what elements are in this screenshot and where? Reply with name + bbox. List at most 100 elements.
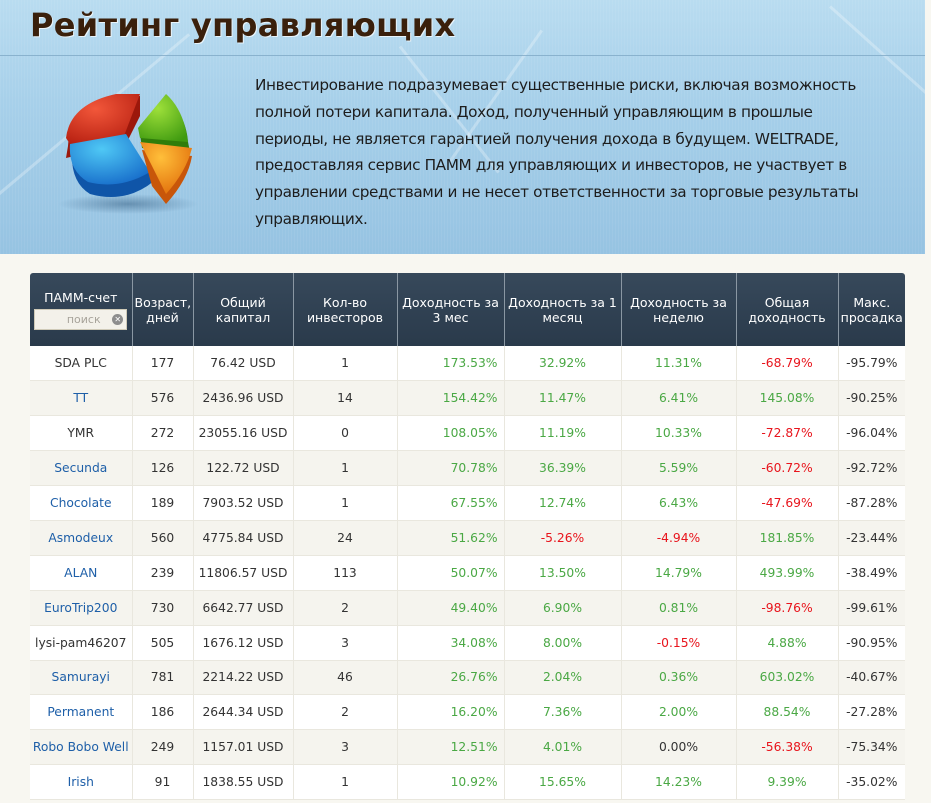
return-week-cell: 14.79%	[620, 555, 736, 591]
age-cell: 272	[131, 415, 193, 452]
investors-cell: 113	[292, 555, 397, 591]
table-row: Asmodeux 560 4775.84 USD 24 51.62% -5.26…	[30, 520, 905, 556]
account-name-cell: Samurayi	[30, 660, 132, 696]
investors-cell: 46	[292, 660, 397, 696]
account-name-link[interactable]: Chocolate	[49, 496, 112, 510]
account-name-cell: SDA PLC	[30, 346, 132, 382]
table-row: Permanent 186 2644.34 USD 2 16.20% 7.36%…	[30, 694, 905, 731]
investors-cell: 14	[292, 380, 397, 417]
return-week-cell: 10.33%	[620, 415, 736, 452]
table-row: Robo Bobo Well 249 1157.01 USD 3 12.51% …	[30, 729, 905, 766]
total-return-cell: 4.88%	[735, 625, 838, 661]
account-name-link[interactable]: EuroTrip200	[44, 600, 118, 615]
age-cell: 189	[131, 485, 193, 521]
account-name-link[interactable]: ALAN	[64, 565, 98, 580]
total-return-cell: 603.02%	[735, 660, 838, 696]
table-row: Samurayi 781 2214.22 USD 46 26.76% 2.04%…	[30, 660, 905, 696]
investors-cell: 2	[292, 590, 397, 626]
account-name-link[interactable]: Asmodeux	[48, 530, 114, 545]
return-1m-cell: -5.26%	[503, 520, 621, 556]
return-3m-cell: 70.78%	[396, 450, 504, 487]
column-header-investors[interactable]: Кол-во инвесторов	[292, 273, 397, 346]
return-week-cell: 11.31%	[620, 346, 736, 382]
capital-cell: 4775.84 USD	[192, 520, 293, 556]
table-row: lysi-pam46207 505 1676.12 USD 3 34.08% 8…	[30, 625, 905, 661]
max-drawdown-cell: -90.25%	[837, 380, 905, 417]
capital-cell: 122.72 USD	[192, 450, 293, 487]
capital-cell: 6642.77 USD	[192, 590, 293, 626]
return-1m-cell: 36.39%	[503, 450, 621, 487]
return-1m-cell: 7.36%	[503, 694, 621, 731]
investors-cell: 1	[292, 450, 397, 487]
managers-rating-table: ПАММ-счет ✕ Возраст, дней Общий капитал …	[30, 273, 905, 801]
account-name-cell: ALAN	[30, 555, 132, 591]
max-drawdown-cell: -87.28%	[837, 485, 905, 521]
column-header-max-drawdown[interactable]: Макс. просадка	[837, 273, 905, 346]
return-week-cell: 6.41%	[620, 380, 736, 417]
age-cell: 576	[131, 380, 193, 417]
max-drawdown-cell: -96.04%	[837, 415, 905, 452]
return-3m-cell: 173.53%	[396, 346, 504, 382]
account-name-link[interactable]: Samurayi	[51, 670, 110, 685]
column-header-return-3m[interactable]: Доходность за 3 мес	[396, 273, 504, 346]
age-cell: 239	[131, 555, 193, 591]
return-1m-cell: 11.19%	[503, 415, 621, 452]
table-row: SDA PLC 177 76.42 USD 1 173.53% 32.92% 1…	[30, 346, 905, 382]
column-header-return-1m[interactable]: Доходность за 1 месяц	[503, 273, 621, 346]
column-header-label: ПАММ-счет	[44, 289, 118, 305]
risk-disclaimer: Инвестирование подразумевает существенны…	[255, 76, 859, 228]
account-search[interactable]: ✕	[34, 308, 128, 330]
account-name-link[interactable]: TT	[73, 391, 89, 406]
column-header-capital[interactable]: Общий капитал	[192, 273, 293, 346]
return-week-cell: -4.94%	[620, 520, 736, 556]
account-name-cell: Irish	[30, 764, 132, 801]
max-drawdown-cell: -38.49%	[837, 555, 905, 591]
return-3m-cell: 10.92%	[396, 764, 504, 801]
return-3m-cell: 12.51%	[396, 729, 504, 766]
column-header-return-week[interactable]: Доходность за неделю	[620, 273, 736, 346]
account-name-link[interactable]: Permanent	[47, 705, 115, 720]
table-row: ALAN 239 11806.57 USD 113 50.07% 13.50% …	[30, 555, 905, 591]
capital-cell: 1157.01 USD	[192, 729, 293, 766]
age-cell: 781	[131, 660, 193, 696]
clear-search-icon[interactable]: ✕	[112, 313, 124, 325]
age-cell: 505	[131, 625, 193, 661]
table-row: TT 576 2436.96 USD 14 154.42% 11.47% 6.4…	[30, 380, 905, 417]
max-drawdown-cell: -27.28%	[837, 694, 905, 731]
age-cell: 177	[131, 346, 193, 382]
account-name-link[interactable]: Robo Bobo Well	[32, 740, 129, 755]
return-1m-cell: 4.01%	[503, 729, 621, 766]
age-cell: 249	[131, 729, 193, 766]
column-header-account[interactable]: ПАММ-счет ✕	[30, 273, 132, 346]
capital-cell: 1838.55 USD	[192, 764, 293, 801]
max-drawdown-cell: -23.44%	[837, 520, 905, 556]
account-name: SDA PLC	[54, 356, 107, 371]
table-row: EuroTrip200 730 6642.77 USD 2 49.40% 6.9…	[30, 590, 905, 626]
account-name-cell: lysi-pam46207	[30, 625, 132, 661]
return-3m-cell: 34.08%	[396, 625, 504, 661]
account-name-link[interactable]: Irish	[67, 775, 94, 790]
return-3m-cell: 51.62%	[396, 520, 504, 556]
age-cell: 126	[131, 450, 193, 487]
max-drawdown-cell: -90.95%	[837, 625, 905, 661]
capital-cell: 76.42 USD	[192, 346, 293, 382]
total-return-cell: -47.69%	[735, 485, 838, 521]
capital-cell: 2644.34 USD	[192, 694, 293, 731]
return-1m-cell: 12.74%	[503, 485, 621, 521]
capital-cell: 7903.52 USD	[192, 485, 293, 521]
capital-cell: 11806.57 USD	[192, 555, 293, 591]
column-header-total-return[interactable]: Общая доходность	[735, 273, 838, 346]
return-1m-cell: 15.65%	[503, 764, 621, 801]
total-return-cell: -98.76%	[735, 590, 838, 626]
capital-cell: 2436.96 USD	[192, 380, 293, 417]
table-body: SDA PLC 177 76.42 USD 1 173.53% 32.92% 1…	[30, 346, 905, 801]
max-drawdown-cell: -92.72%	[837, 450, 905, 487]
account-search-input[interactable]	[40, 309, 121, 329]
return-3m-cell: 26.76%	[396, 660, 504, 696]
column-header-age[interactable]: Возраст, дней	[131, 273, 193, 346]
total-return-cell: 181.85%	[735, 520, 838, 556]
investors-cell: 24	[292, 520, 397, 556]
account-name-link[interactable]: Secunda	[54, 461, 108, 476]
return-3m-cell: 108.05%	[396, 415, 504, 452]
total-return-cell: 88.54%	[735, 694, 838, 731]
